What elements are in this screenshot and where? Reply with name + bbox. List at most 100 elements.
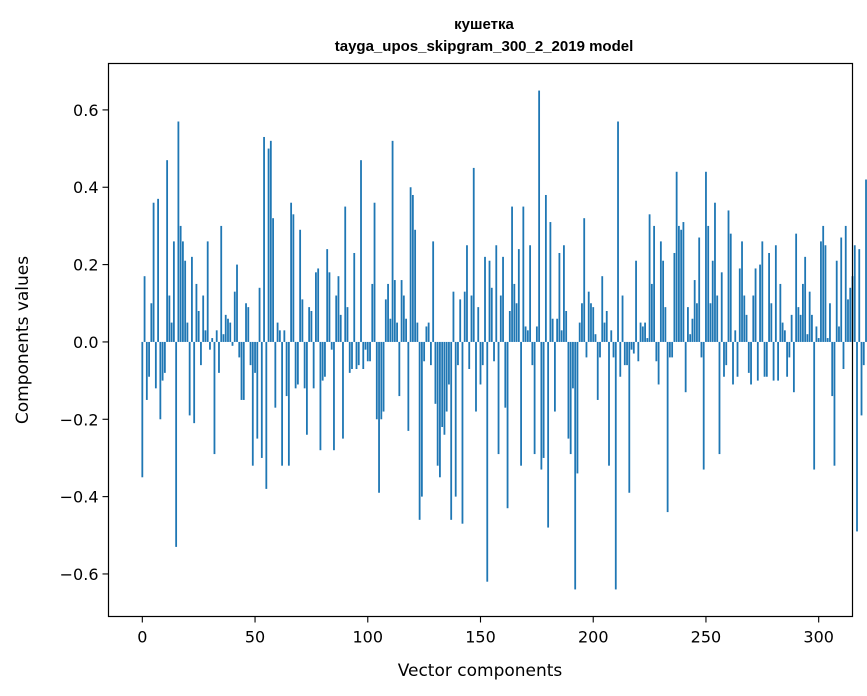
bar-287 xyxy=(788,341,791,358)
bar-2 xyxy=(145,341,148,400)
bar-255 xyxy=(716,295,719,342)
bar-223 xyxy=(644,322,646,342)
bar-89 xyxy=(342,341,344,439)
bar-30 xyxy=(209,341,211,350)
bar-193 xyxy=(576,341,579,474)
bar-149 xyxy=(477,307,480,342)
bar-160 xyxy=(502,256,504,342)
bar-292 xyxy=(799,314,802,342)
bar-56 xyxy=(267,148,270,342)
y-axis-ticks: −0.6 −0.4 −0.2 0.0 0.2 0.4 0.6 xyxy=(60,101,109,584)
bar-33 xyxy=(215,330,218,342)
bar-191 xyxy=(572,341,574,389)
bar-166 xyxy=(515,303,518,342)
bar-264 xyxy=(736,341,739,377)
bar-208 xyxy=(610,330,613,342)
bar-129 xyxy=(432,241,435,342)
bar-217 xyxy=(630,341,633,350)
bars-group xyxy=(141,90,867,590)
bar-274 xyxy=(759,264,761,342)
bar-75 xyxy=(310,310,313,342)
bar-257 xyxy=(720,272,723,342)
bar-72 xyxy=(303,341,306,389)
chart-subtitle: tayga_upos_skipgram_300_2_2019 model xyxy=(335,38,634,55)
x-tick-label: 50 xyxy=(245,628,265,647)
bar-65 xyxy=(287,341,290,466)
bar-253 xyxy=(711,260,714,342)
bar-281 xyxy=(774,245,777,342)
bar-74 xyxy=(308,307,311,342)
y-tick-label: −0.2 xyxy=(60,410,99,429)
bar-291 xyxy=(797,307,800,342)
bar-41 xyxy=(233,291,236,342)
bar-284 xyxy=(781,322,784,342)
bar-137 xyxy=(450,341,453,520)
bar-53 xyxy=(260,341,263,458)
bar-177 xyxy=(540,341,543,470)
bar-182 xyxy=(551,318,554,342)
bar-99 xyxy=(364,341,367,350)
bar-172 xyxy=(529,245,532,342)
bar-116 xyxy=(402,295,405,342)
bar-64 xyxy=(285,341,288,397)
bar-238 xyxy=(677,225,680,342)
bar-32 xyxy=(213,341,216,455)
bar-27 xyxy=(202,295,205,342)
bar-113 xyxy=(396,322,398,342)
bar-11 xyxy=(166,160,169,342)
bar-16 xyxy=(177,121,180,342)
bar-212 xyxy=(619,341,622,377)
bar-112 xyxy=(393,280,396,342)
bar-207 xyxy=(608,341,610,466)
bar-249 xyxy=(702,341,705,470)
bar-202 xyxy=(596,341,599,400)
bar-60 xyxy=(276,322,279,342)
bar-63 xyxy=(283,330,286,342)
bar-244 xyxy=(691,318,694,342)
bar-165 xyxy=(513,283,516,342)
bar-76 xyxy=(312,341,315,389)
bar-26 xyxy=(200,341,202,366)
bar-305 xyxy=(829,303,831,342)
bar-9 xyxy=(161,341,164,381)
bar-154 xyxy=(488,260,491,342)
bar-250 xyxy=(705,171,707,342)
bar-78 xyxy=(317,268,320,342)
plot-frame xyxy=(107,62,854,618)
bar-175 xyxy=(535,326,538,342)
bar-230 xyxy=(659,241,662,342)
bar-163 xyxy=(508,310,511,342)
bar-123 xyxy=(418,341,421,520)
bar-169 xyxy=(522,206,525,342)
y-tick-label: 0.0 xyxy=(73,333,98,352)
bar-61 xyxy=(278,330,281,342)
bar-259 xyxy=(725,341,728,366)
bar-277 xyxy=(765,341,768,377)
bar-100 xyxy=(366,341,369,362)
bar-215 xyxy=(626,341,628,366)
bar-38 xyxy=(227,318,229,342)
bar-233 xyxy=(666,341,669,513)
bar-3 xyxy=(148,341,150,377)
bar-199 xyxy=(590,303,592,342)
bar-168 xyxy=(520,341,522,466)
bar-186 xyxy=(560,330,563,342)
bar-6 xyxy=(154,341,157,389)
bar-138 xyxy=(452,291,455,342)
bar-290 xyxy=(795,233,798,342)
bar-179 xyxy=(544,194,547,342)
bar-92 xyxy=(348,341,351,373)
bar-17 xyxy=(179,225,182,342)
bar-29 xyxy=(206,241,209,342)
x-tick-label: 100 xyxy=(352,628,383,647)
bar-196 xyxy=(583,218,586,342)
bar-254 xyxy=(714,202,716,342)
bar-306 xyxy=(831,341,834,397)
bar-85 xyxy=(333,341,335,451)
bar-231 xyxy=(662,260,665,342)
bar-88 xyxy=(339,314,342,342)
bar-174 xyxy=(533,341,536,455)
bar-46 xyxy=(245,303,247,342)
bar-289 xyxy=(792,341,795,393)
bar-140 xyxy=(457,341,459,366)
